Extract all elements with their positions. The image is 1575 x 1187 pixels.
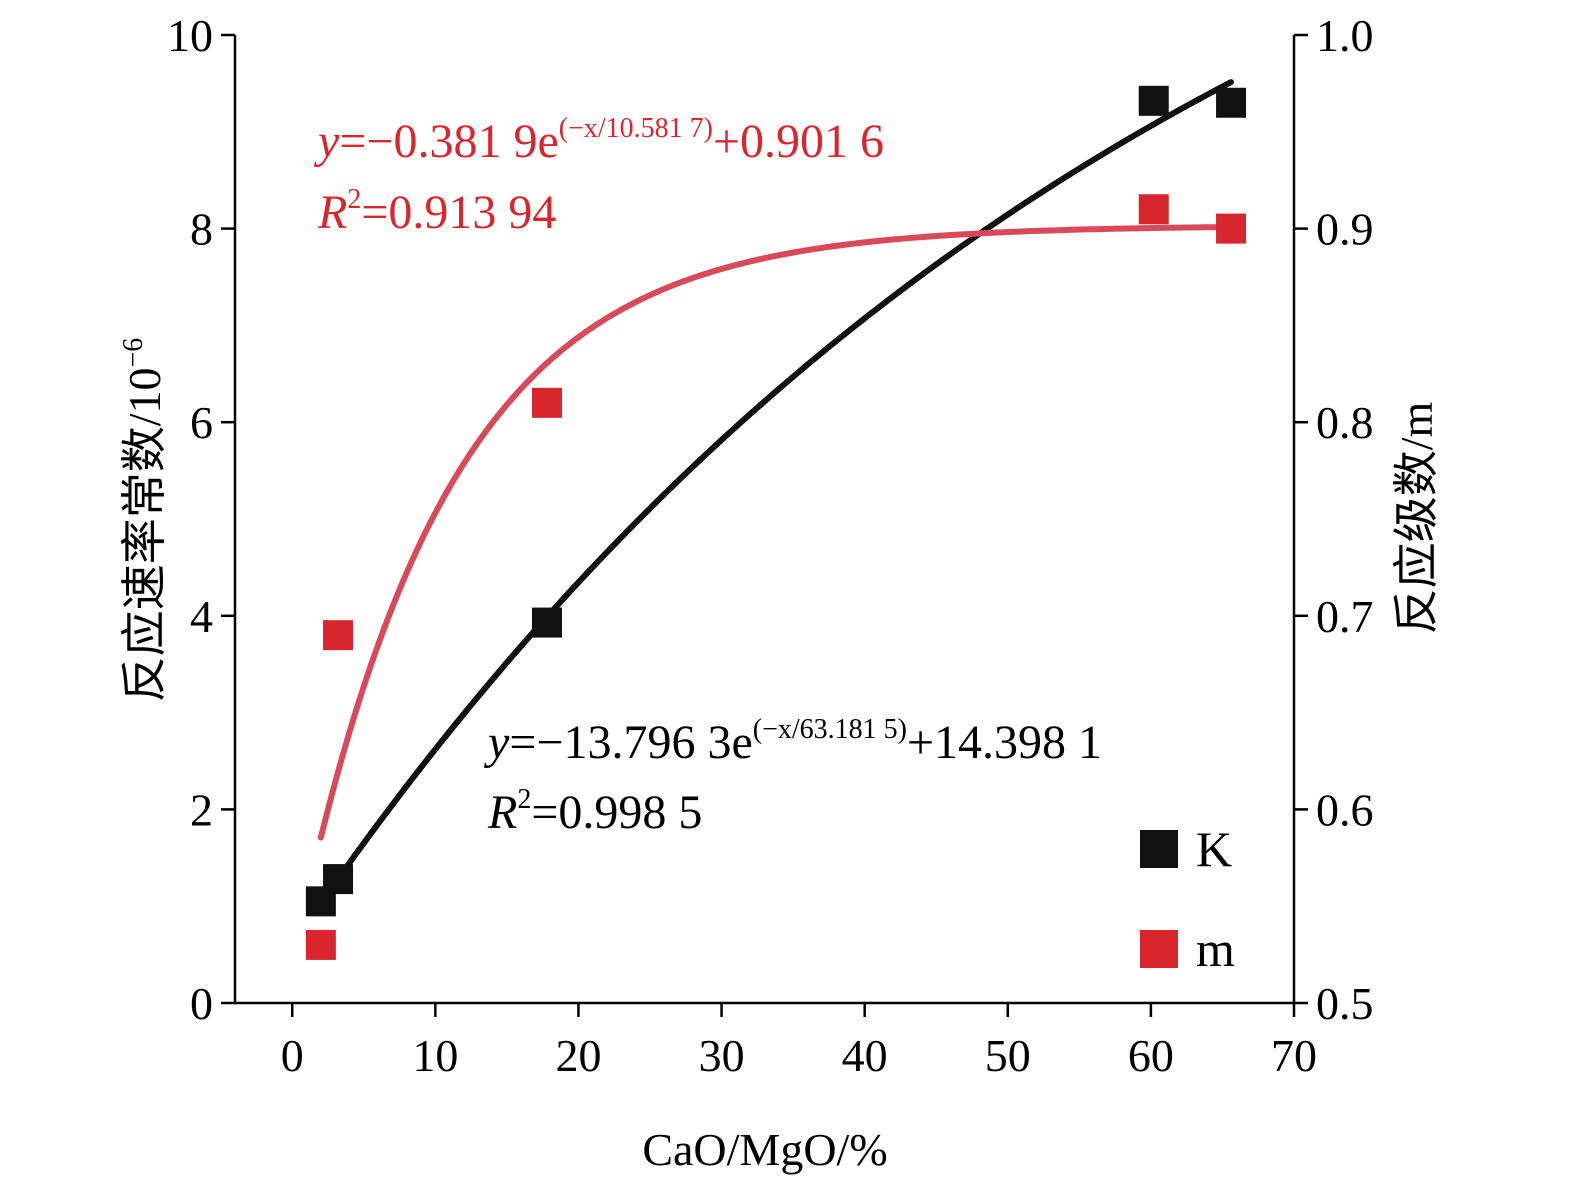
y-left-tick-label: 10 bbox=[167, 10, 213, 61]
left-axis-title-exponent: −6 bbox=[118, 338, 149, 368]
x-tick-label: 60 bbox=[1128, 1030, 1174, 1081]
x-tick-label: 10 bbox=[412, 1030, 458, 1081]
point-m bbox=[323, 620, 354, 651]
y-left-tick-label: 6 bbox=[190, 397, 213, 448]
k-eq-lhs: =−13.796 3e bbox=[509, 716, 752, 769]
k-equation: y=−13.796 3e(−x/63.181 5)+14.398 1 bbox=[483, 714, 1102, 769]
x-tick-label: 40 bbox=[842, 1030, 888, 1081]
m-r2: R2=0.913 94 bbox=[317, 184, 556, 239]
point-m bbox=[1138, 194, 1169, 225]
axes: 0 10 20 30 40 50 60 70 0 2 4 6 8 10 0.5 0.6 0.7 0.8 0.9 1.0 bbox=[167, 10, 1374, 1081]
m-eq-lhs: =−0.381 9e bbox=[339, 115, 558, 168]
k-eq-rhs: +14.398 1 bbox=[907, 716, 1102, 769]
x-tick-label: 70 bbox=[1271, 1030, 1317, 1081]
axis-frame bbox=[233, 35, 1296, 1005]
legend-swatch-m bbox=[1140, 930, 1178, 968]
point-m bbox=[305, 929, 336, 960]
left-axis-title-text: 反应速率常数/10 bbox=[119, 368, 170, 703]
y-right-tick-label: 0.7 bbox=[1316, 591, 1374, 642]
m-eq-exponent: (−x/10.581 7) bbox=[559, 113, 713, 144]
point-k bbox=[1138, 85, 1169, 116]
x-axis-title: CaO/MgO/% bbox=[642, 1124, 887, 1175]
y-right-tick-label: 0.5 bbox=[1316, 978, 1374, 1029]
left-axis-title: 反应速率常数/10−6 bbox=[118, 338, 170, 703]
point-k bbox=[1216, 87, 1247, 118]
m-r2-sym: R bbox=[317, 186, 347, 239]
k-r2-val: =0.998 5 bbox=[531, 786, 702, 839]
k-eq-exponent: (−x/63.181 5) bbox=[753, 714, 907, 745]
m-r2-val: =0.913 94 bbox=[361, 186, 556, 239]
y-left-tick-label: 0 bbox=[190, 978, 213, 1029]
x-tick-label: 30 bbox=[699, 1030, 745, 1081]
m-eq-rhs: +0.901 6 bbox=[713, 115, 884, 168]
k-r2: R2=0.998 5 bbox=[487, 784, 702, 839]
right-axis-title: 反应级数/m bbox=[1391, 402, 1442, 635]
x-tick-label: 0 bbox=[281, 1030, 304, 1081]
m-equation: y=−0.381 9e(−x/10.581 7)+0.901 6 bbox=[313, 113, 884, 168]
y-right-tick-label: 0.9 bbox=[1316, 204, 1374, 255]
k-r2-sup: 2 bbox=[517, 784, 531, 815]
legend-label-m: m bbox=[1196, 921, 1235, 977]
k-r2-sym: R bbox=[487, 786, 517, 839]
fit-curves bbox=[317, 79, 1235, 907]
fit-curve-m bbox=[317, 224, 1235, 841]
point-m bbox=[1216, 213, 1247, 244]
y-left-tick-label: 4 bbox=[190, 591, 213, 642]
point-k bbox=[531, 607, 562, 638]
x-tick-label: 20 bbox=[555, 1030, 601, 1081]
m-r2-sup: 2 bbox=[347, 184, 361, 215]
y-right-tick-label: 0.8 bbox=[1316, 397, 1374, 448]
m-eq-y: y bbox=[313, 115, 340, 168]
y-left-tick-label: 8 bbox=[190, 204, 213, 255]
fit-curve-k bbox=[317, 79, 1235, 907]
data-points bbox=[305, 85, 1247, 960]
point-k bbox=[323, 864, 354, 895]
legend: K m bbox=[1140, 821, 1235, 977]
k-eq-y: y bbox=[483, 716, 510, 769]
y-right-tick-label: 0.6 bbox=[1316, 784, 1374, 835]
y-right-tick-label: 1.0 bbox=[1316, 10, 1374, 61]
y-left-tick-label: 2 bbox=[190, 784, 213, 835]
x-tick-label: 50 bbox=[985, 1030, 1031, 1081]
point-m bbox=[531, 387, 562, 418]
legend-label-k: K bbox=[1196, 821, 1232, 877]
legend-swatch-k bbox=[1140, 830, 1178, 868]
